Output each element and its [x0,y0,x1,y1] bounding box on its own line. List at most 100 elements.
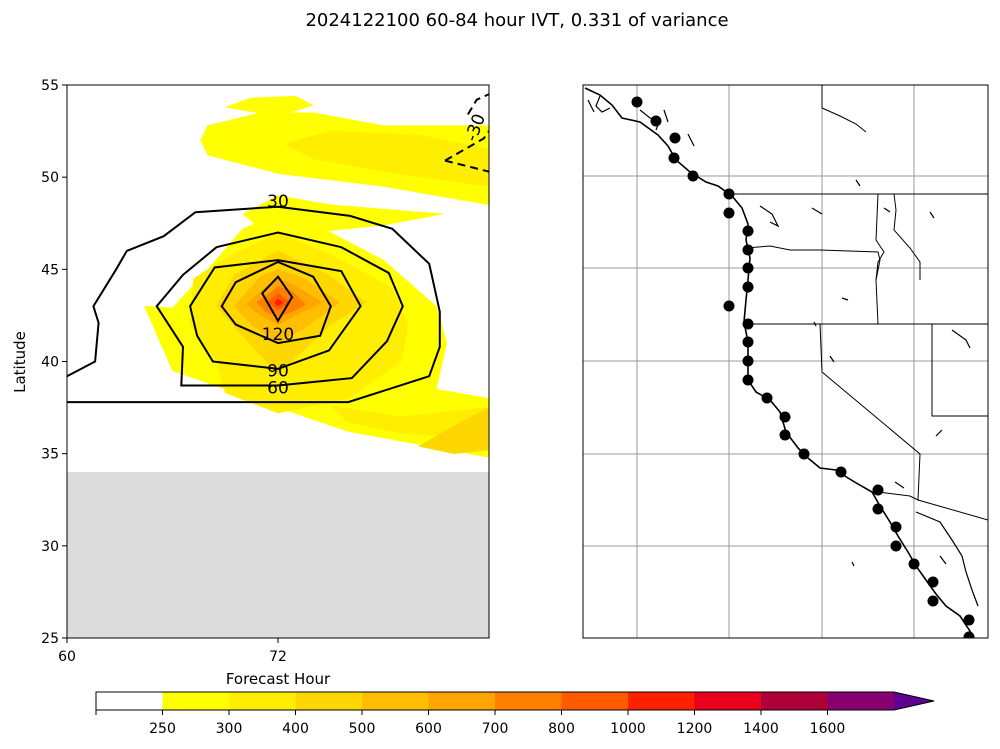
state-border-nv-az [931,324,988,417]
ivt-fill-region [224,95,314,117]
y-tick-label: 40 [41,355,59,371]
map-gridlines [583,85,988,638]
coastal-point-marker [761,392,773,404]
coastal-point-markers [631,96,975,638]
y-axis-ticks: 25 30 35 40 45 50 55 [41,78,67,647]
map-frame [582,84,989,639]
coastal-point-marker [723,188,735,200]
colorbar-segment [295,692,363,710]
coastal-point-marker [927,576,939,588]
ivt-contour-line [67,205,441,404]
colorbar-segment [162,692,230,710]
state-border-id [875,193,921,325]
coastal-point-marker [742,318,754,330]
y-tick-label: 30 [41,539,59,555]
ivt-contour-line [220,260,332,345]
colorbar-segment [561,692,629,710]
coastal-point-marker [631,96,643,108]
masked-region [67,472,489,638]
colorbar-tick-label: 1400 [743,721,779,737]
colorbar-segment [96,692,163,710]
colorbar-segment [229,692,296,710]
coastal-point-marker [723,300,735,312]
coastal-point-marker [742,281,754,293]
coastal-point-marker [835,466,847,478]
ivt-contour-line [467,93,489,116]
coastal-point-marker [890,540,902,552]
coastal-point-marker [963,631,975,638]
y-tick-label: 25 [41,631,59,647]
ivt-contour-line [189,259,362,370]
colorbar-tick-label: 1200 [677,721,713,737]
colorbar-tick-label: 1000 [610,721,646,737]
x-axis-label: Forecast Hour [226,670,331,688]
coastal-point-marker [872,484,884,496]
coastal-point-marker [890,521,902,533]
colorbar-tick-label: 300 [216,721,243,737]
x-tick-label: 72 [269,649,287,665]
colorbar-tick-label: 250 [149,721,176,737]
ivt-contour-line [444,130,489,162]
coastal-point-marker [742,244,754,256]
state-border-wa-or [745,245,881,281]
y-tick-label: 35 [41,447,59,463]
colorbar: 250 300 400 500 600 700 800 1000 1200 1400 1600 [95,691,935,737]
border-us-mexico [877,491,988,521]
contour-label: 30 [267,192,289,212]
coastal-point-marker [779,429,791,441]
coastal-point-marker [908,558,920,570]
coastal-point-marker [723,207,735,219]
ivt-contour-line [260,275,294,323]
y-axis-label: Latitude [11,331,29,393]
map-boundaries [584,85,988,638]
right-panel-map [582,84,989,639]
coastal-point-marker [650,115,662,127]
coastal-point-marker [668,152,680,164]
colorbar-tick-label: 800 [548,721,575,737]
coastal-point-marker [872,503,884,515]
colorbar-outline [95,691,935,711]
y-tick-label: 45 [41,262,59,278]
colorbar-tick-label: 500 [349,721,376,737]
colorbar-tick-label: 1600 [810,721,846,737]
colorbar-extend-arrow [894,692,934,710]
coastal-point-marker [742,225,754,237]
coastal-point-marker [742,262,754,274]
coastal-point-marker [963,614,975,626]
y-tick-label: 55 [41,78,59,94]
ivt-fill-region [418,407,489,454]
state-border-ca-nv [819,323,921,501]
canada-inland [821,85,867,133]
contour-label: 90 [267,362,289,382]
coastal-point-marker [669,132,681,144]
x-axis-ticks: 60 72 [58,638,287,665]
colorbar-segment [628,692,695,710]
colorbar-tick-label: 600 [415,721,442,737]
coastline [584,87,975,638]
colorbar-segment [428,692,496,710]
coastal-point-marker [687,170,699,182]
ivt-fill-region [274,298,284,307]
chart-title: 2024122100 60-84 hour IVT, 0.331 of vari… [305,10,728,31]
colorbar-tick-label: 400 [282,721,309,737]
ivt-fill-region [284,130,489,187]
x-tick-label: 60 [58,649,76,665]
coastal-point-marker [742,374,754,386]
ivt-contour-line [155,231,404,387]
y-tick-label: 50 [41,170,59,186]
colorbar-tick-label: 700 [482,721,509,737]
ivt-line-contours [67,93,489,404]
coastal-point-marker [798,448,810,460]
colorbar-segment [694,692,762,710]
colorbar-segment [761,692,828,710]
contour-label: 120 [262,325,294,345]
colorbar-segment [362,692,429,710]
coastal-point-marker [742,336,754,348]
ivt-contour-line [444,159,489,173]
colorbar-segment [827,692,895,710]
colorbar-segment [495,692,562,710]
contour-label: 60 [267,378,289,398]
coastal-point-marker [779,411,791,423]
